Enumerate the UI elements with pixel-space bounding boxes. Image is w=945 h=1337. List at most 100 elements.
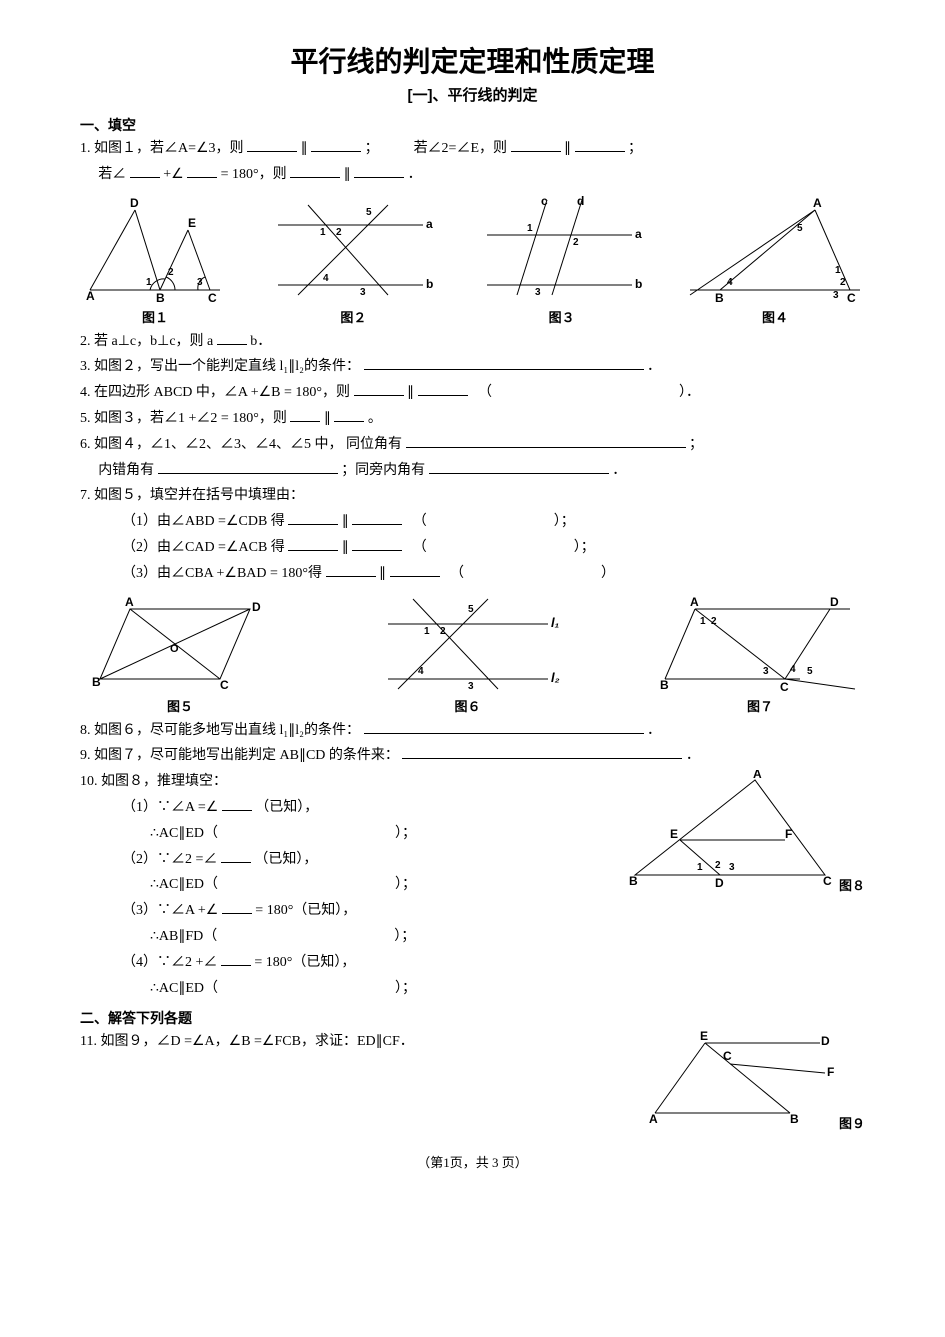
q4-space <box>496 382 676 396</box>
q1-text-d: ； <box>628 141 642 156</box>
svg-text:4: 4 <box>418 666 424 677</box>
q10-3a-text: （3）∵∠A +∠ <box>122 903 218 918</box>
q2-blank <box>217 330 247 345</box>
q8-blank <box>364 719 644 734</box>
paren-l: （ <box>413 540 427 555</box>
q7-1-text: （1）由∠ABD =∠CDB 得 <box>122 514 285 529</box>
q7-3: （3）由∠CBA +∠BAD = 180°得 ∥ （ ） <box>80 562 865 586</box>
q1-text-c: 若∠2=∠E，则 <box>414 141 507 156</box>
section-b-head: 二、解答下列各题 <box>80 1008 865 1028</box>
svg-text:4: 4 <box>790 664 796 675</box>
svg-text:C: C <box>823 874 832 888</box>
parallel-symbol: ∥ <box>342 540 349 555</box>
q7-2-blank1 <box>288 536 338 551</box>
parallel-symbol: ∥ <box>564 141 571 156</box>
svg-text:C: C <box>208 291 217 305</box>
svg-text:B: B <box>156 291 165 305</box>
fig8-svg: A B C D E F 1 2 3 <box>625 770 835 890</box>
q1-blank2 <box>311 137 361 152</box>
fig1-svg: A B C D E 1 2 3 <box>80 195 230 305</box>
q7-3-blank1 <box>326 562 376 577</box>
q1-line1: 1. 如图１，若∠A=∠3，则 ∥ ； 若∠2=∠E，则 ∥ ； <box>80 137 865 161</box>
q10-2a-text: （2）∵∠2 =∠ <box>122 852 217 867</box>
svg-text:2: 2 <box>711 616 717 627</box>
svg-text:3: 3 <box>468 681 474 692</box>
q1-blank4 <box>575 137 625 152</box>
q9: 9. 如图７，尽可能地写出能判定 AB∥CD 的条件来： ． <box>80 744 865 768</box>
q10-1a-blank <box>222 796 252 811</box>
svg-text:A: A <box>649 1112 658 1126</box>
fig1-caption: 图１ <box>142 310 168 325</box>
fig3-caption: 图３ <box>549 310 575 325</box>
fig3-svg: a b c d 1 2 3 <box>477 195 647 305</box>
q1-blank3 <box>511 137 561 152</box>
q10-2a-blank <box>221 848 251 863</box>
fig2-caption: 图２ <box>340 310 366 325</box>
q10-2b-text: ∴AC∥ED（ <box>150 877 218 892</box>
paren-l: （ <box>413 514 427 529</box>
svg-text:a: a <box>426 217 433 231</box>
svg-text:C: C <box>847 291 856 305</box>
q3-text-b: ． <box>647 359 661 374</box>
q6-blank3 <box>429 459 609 474</box>
svg-text:5: 5 <box>468 604 474 615</box>
svg-text:2: 2 <box>336 227 342 238</box>
q8-text: 8. 如图６，尽可能多地写出直线 l₁∥l₂的条件： <box>80 723 360 738</box>
paren-r: ）； <box>395 826 416 841</box>
q4-text-b: （ <box>478 385 492 400</box>
svg-text:1: 1 <box>835 265 841 276</box>
fig9-svg: E D A B C F <box>645 1028 835 1128</box>
q4-text: 4. 在四边形 ABCD 中，∠A +∠B = 180°，则 <box>80 385 350 400</box>
svg-text:5: 5 <box>797 223 803 234</box>
figure-5: A D B C O 图５ <box>80 594 280 715</box>
q10-4a-text2: = 180°（已知）， <box>254 955 355 970</box>
svg-text:B: B <box>92 675 101 689</box>
svg-text:c: c <box>541 195 548 208</box>
paren-l: （ <box>450 566 464 581</box>
q1-blank7 <box>290 163 340 178</box>
q9-text: 9. 如图７，尽可能地写出能判定 AB∥CD 的条件来： <box>80 748 399 763</box>
svg-text:1: 1 <box>697 862 703 873</box>
fig6-caption: 图６ <box>454 699 480 714</box>
svg-text:E: E <box>670 827 678 841</box>
paren-r: ） <box>601 566 615 581</box>
q10-3b: ∴AB∥FD（ ）； <box>80 925 865 949</box>
q10-4a-text: （4）∵∠2 +∠ <box>122 955 217 970</box>
svg-text:3: 3 <box>833 290 839 301</box>
q1-text-b: ； <box>365 141 379 156</box>
q1-blank5 <box>130 163 160 178</box>
svg-text:D: D <box>821 1034 830 1048</box>
q3-blank <box>364 355 644 370</box>
q7-1-blank2 <box>352 510 402 525</box>
svg-text:3: 3 <box>535 287 541 298</box>
svg-text:D: D <box>130 196 139 210</box>
svg-text:A: A <box>125 595 134 609</box>
q6-blank2 <box>158 459 338 474</box>
svg-text:3: 3 <box>729 862 735 873</box>
svg-text:A: A <box>753 770 762 781</box>
svg-text:2: 2 <box>715 860 721 871</box>
svg-text:d: d <box>577 195 584 208</box>
parallel-symbol: ∥ <box>301 141 308 156</box>
q10-3a: （3）∵∠A +∠ = 180°（已知）， <box>80 899 865 923</box>
page-title: 平行线的判定定理和性质定理 <box>80 40 865 80</box>
q10-known: （已知）， <box>255 800 318 815</box>
q1-blank6 <box>187 163 217 178</box>
q4-text-c: ）． <box>679 385 700 400</box>
q10-4b: ∴AC∥ED（ ）； <box>80 977 865 1001</box>
fig4-svg: A B C 5 4 1 2 3 <box>685 195 865 305</box>
q1-text-a: 1. 如图１，若∠A=∠3，则 <box>80 141 244 156</box>
q10-1a-text: （1）∵∠A =∠ <box>122 800 218 815</box>
q10-3a-text2: = 180°（已知）， <box>255 903 356 918</box>
svg-text:1: 1 <box>146 277 152 288</box>
svg-text:B: B <box>790 1112 799 1126</box>
figure-4: A B C 5 4 1 2 3 图４ <box>685 195 865 326</box>
q7-3-text: （3）由∠CBA +∠BAD = 180°得 <box>122 566 322 581</box>
fig7-svg: A D B C 1 2 3 4 5 <box>655 594 865 694</box>
svg-text:4: 4 <box>727 277 733 288</box>
figure-8: A B C D E F 1 2 3 图８ <box>625 770 865 894</box>
subtitle: [一]、平行线的判定 <box>80 84 865 105</box>
q6-blank1 <box>406 433 686 448</box>
q4-blank2 <box>418 381 468 396</box>
q10-known: （已知）， <box>254 852 317 867</box>
